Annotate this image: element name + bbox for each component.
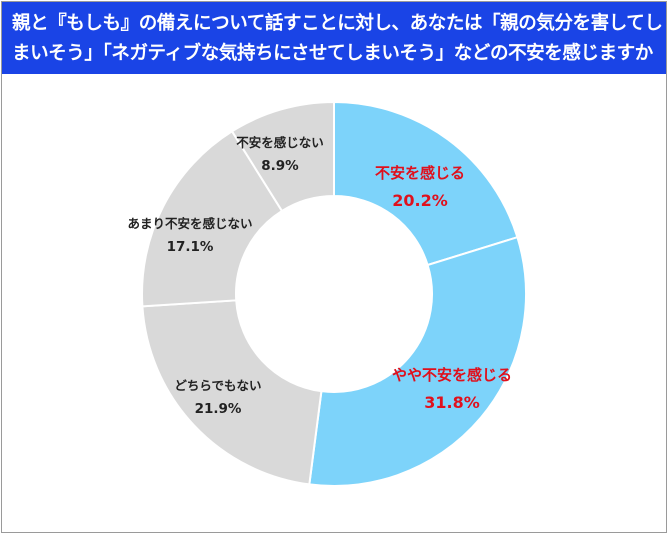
slice-3 (141, 299, 323, 486)
slice-2 (308, 235, 527, 487)
slice-label-1: 不安を感じる (375, 164, 465, 182)
slice-label-4: あまり不安を感じない (127, 216, 252, 231)
slice-label-5: 不安を感じない (236, 135, 324, 150)
slice-1 (333, 100, 519, 267)
slice-value-3: 21.9% (195, 401, 242, 417)
slice-value-1: 20.2% (392, 191, 448, 210)
labels-group: 不安を感じる 20.2% やや不安を感じる 31.8% どちらでもない 21.9% あまり不… (127, 135, 512, 417)
title-line-2: まいそう」「ネガティブな気持ちにさせてしまいそう」などの不安を感じますか (12, 43, 653, 64)
slice-label-3: どちらでもない (174, 378, 261, 393)
title-line-1: 親と『もしも』の備えについて話すことに対し、あなたは「親の気分を害してし (12, 13, 663, 34)
slice-4 (141, 129, 284, 308)
slice-label-2: やや不安を感じる (392, 366, 512, 384)
slice-value-4: 17.1% (167, 239, 214, 255)
title-banner: 親と『もしも』の備えについて話すことに対し、あなたは「親の気分を害してし まいそ… (2, 2, 666, 74)
slice-value-5: 8.9% (261, 158, 299, 174)
slice-5 (230, 100, 335, 213)
slices-group (141, 100, 527, 487)
slice-value-2: 31.8% (424, 393, 480, 412)
